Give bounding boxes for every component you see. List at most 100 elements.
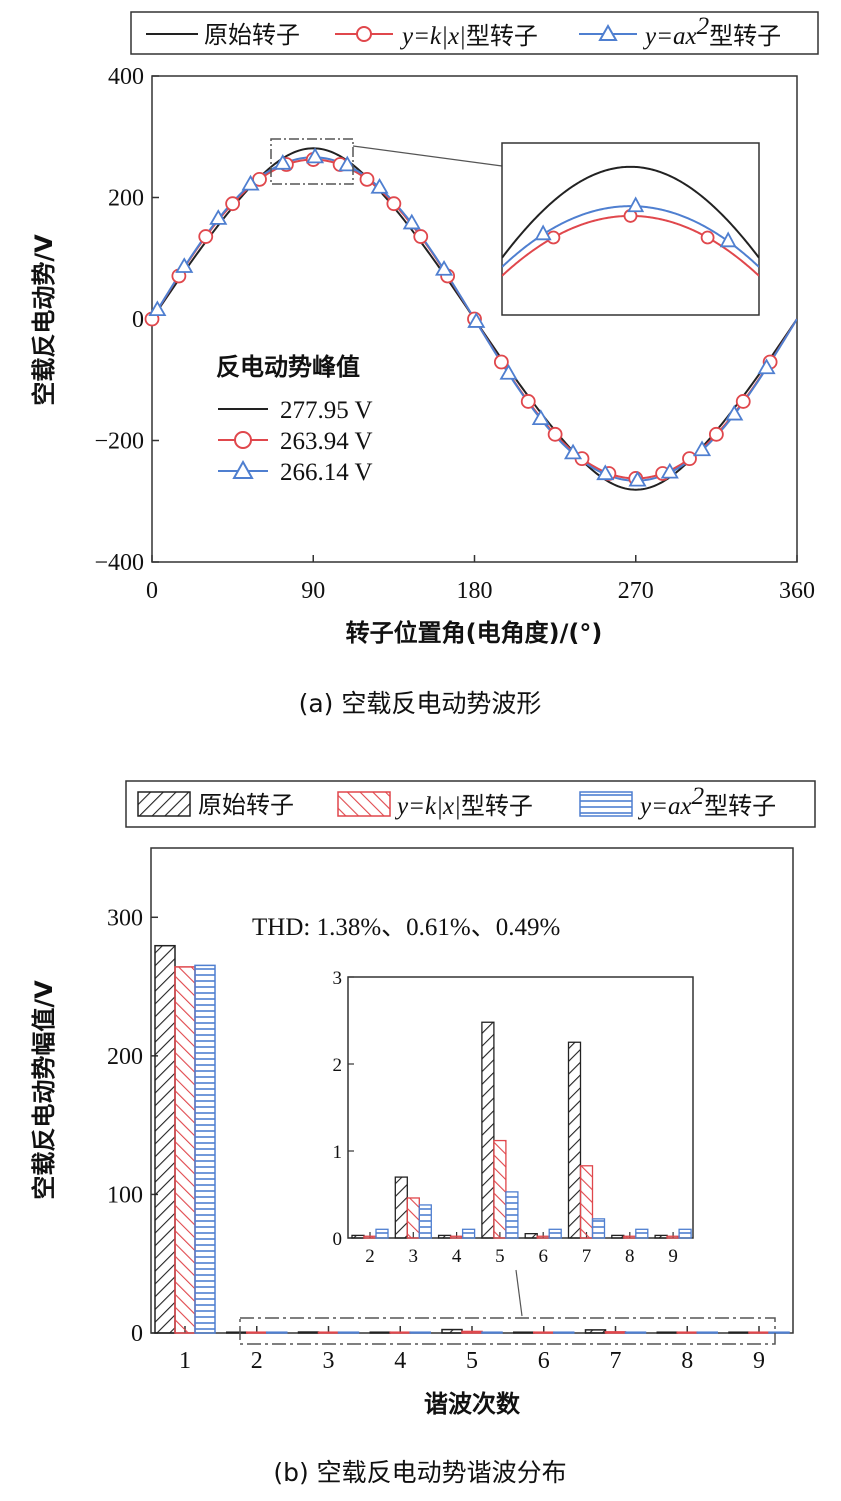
- legend-a: 原始转子 y=k|x|型转子 y=ax2型转子: [130, 11, 819, 55]
- y-tick-label-a: −400: [94, 550, 144, 576]
- inset-bar-k-type: [406, 1197, 420, 1239]
- peak-k-value: 263.94 V: [280, 428, 373, 455]
- k-type-marker: [386, 196, 402, 212]
- inset-x-tick-label: 4: [452, 1246, 462, 1267]
- a-type-marker: [467, 312, 486, 328]
- inset-x-tick-label: 2: [365, 1246, 375, 1267]
- a-type-marker: [402, 213, 421, 230]
- inset-bar-a-type: [635, 1228, 649, 1239]
- legend-b: 原始转子 y=k|x|型转子 y=ax2型转子: [125, 780, 816, 828]
- inset-bar-original: [437, 1234, 452, 1239]
- inset-x-tick-label: 8: [625, 1246, 635, 1267]
- y-tick-label-a: 0: [132, 307, 144, 333]
- k-type-marker: [359, 171, 375, 187]
- x-tick-label-b: 5: [466, 1348, 478, 1374]
- x-tick-label-a: 0: [146, 578, 158, 604]
- bar-k-type: [389, 1331, 411, 1334]
- y-tick-label-b: 200: [107, 1044, 143, 1070]
- y-tick-label-a: 200: [108, 186, 144, 212]
- y-tick-label-a: 400: [108, 64, 144, 90]
- bar-k-type: [533, 1331, 555, 1334]
- a-type-marker: [148, 300, 167, 317]
- a-type-marker: [273, 153, 292, 170]
- peak-a-value: 266.14 V: [280, 459, 373, 486]
- inset-bar-a-type: [418, 1204, 432, 1239]
- x-tick-label-b: 7: [610, 1348, 622, 1374]
- plot-b-axes: 1 2 3 4 5 6 7 8 9 0 100 200 300: [107, 905, 765, 1374]
- zoom-k-marker: [700, 230, 715, 245]
- a-type-marker: [531, 409, 550, 425]
- a-type-marker: [209, 209, 228, 225]
- inset-bar-a-type: [591, 1218, 606, 1239]
- x-tick-label-b: 4: [394, 1348, 406, 1374]
- inset-bar-k-type: [666, 1235, 680, 1239]
- bar-original: [369, 1331, 391, 1334]
- bar-original: [441, 1328, 463, 1334]
- inset-bar-original: [481, 1021, 495, 1239]
- bar-original: [154, 944, 176, 1334]
- y-axis-label-b: 空载反电动势幅值/V: [30, 980, 58, 1200]
- bar-original: [728, 1331, 750, 1334]
- x-tick-label-b: 8: [681, 1348, 693, 1374]
- k-type-marker: [198, 229, 214, 244]
- y-tick-label-b: 0: [131, 1321, 143, 1347]
- inset-bar-a-type: [461, 1228, 476, 1239]
- plot-a-markers: [144, 147, 778, 487]
- bar-a-type: [553, 1331, 575, 1334]
- peak-legend: 反电动势峰值 277.95 V 263.94 V 266.14 V: [216, 353, 373, 486]
- zoom-a-marker: [627, 196, 645, 213]
- a-type-marker: [175, 257, 194, 273]
- k-type-marker: [520, 394, 536, 409]
- k-type-marker: [413, 229, 429, 244]
- bar-k-type: [676, 1331, 698, 1334]
- inset-x-tick-label: 7: [582, 1246, 592, 1267]
- inset-bar-original: [351, 1234, 365, 1239]
- plot-b-bars: [154, 944, 790, 1334]
- inset-bar-k-type: [493, 1139, 507, 1239]
- legend-a-frame: [130, 11, 819, 55]
- inset-x-tick-label: 3: [409, 1246, 419, 1267]
- bar-a-type: [266, 1331, 288, 1334]
- x-tick-label-a: 90: [301, 578, 325, 604]
- peak-original-value: 277.95 V: [280, 397, 373, 424]
- legend-b-k-swatch: [337, 791, 391, 817]
- a-type-marker: [305, 147, 325, 164]
- x-tick-label-b: 1: [179, 1348, 191, 1374]
- harmonic-zoom-region: [239, 1317, 776, 1345]
- x-tick-label-b: 6: [538, 1348, 550, 1374]
- zoom-a-marker: [719, 231, 737, 248]
- bar-a-type: [696, 1331, 718, 1334]
- a-type-marker: [338, 155, 357, 172]
- inset-x-tick-label: 5: [495, 1246, 505, 1267]
- a-type-marker: [596, 464, 615, 481]
- x-tick-label-b: 9: [753, 1348, 765, 1374]
- bar-original: [584, 1329, 607, 1334]
- legend-a-k-label: y=k|x|型转子: [399, 22, 538, 50]
- figure-a: 原始转子 y=k|x|型转子 y=ax2型转子 0 90 180 270 360 −400…: [30, 11, 819, 718]
- bar-a-type: [768, 1331, 790, 1334]
- legend-b-k-label: y=k|x|型转子: [394, 792, 533, 820]
- caption-b: (b) 空载反电动势谐波分布: [273, 1458, 566, 1487]
- bar-original: [297, 1331, 320, 1334]
- figure-b: 原始转子 y=k|x|型转子 y=ax2型转子 1 2 3 4 5 6 7 8 9 0 100 200…: [30, 780, 816, 1487]
- x-tick-label-b: 3: [323, 1348, 335, 1374]
- zoom-connector-line: [352, 145, 503, 167]
- inset-bar-original: [524, 1233, 538, 1239]
- harmonic-zoom-connector: [515, 1269, 523, 1317]
- x-tick-label-a: 360: [779, 578, 815, 604]
- inset-x-tick-label: 6: [538, 1246, 548, 1267]
- y-tick-label-b: 300: [107, 905, 143, 931]
- thd-annotation: THD: 1.38%、0.61%、0.49%: [252, 914, 560, 941]
- bar-original: [226, 1331, 248, 1334]
- y-tick-label-b: 100: [107, 1182, 143, 1208]
- k-type-marker: [708, 426, 724, 442]
- bar-a-type: [481, 1331, 503, 1334]
- k-type-marker: [225, 196, 241, 212]
- peak-legend-k-marker: [234, 431, 252, 449]
- inset-bar-original: [654, 1234, 668, 1239]
- inset-bar-a-type: [375, 1228, 389, 1239]
- inset-x-tick-label: 9: [668, 1246, 678, 1267]
- bar-original: [513, 1331, 535, 1334]
- caption-a: (a) 空载反电动势波形: [299, 689, 542, 718]
